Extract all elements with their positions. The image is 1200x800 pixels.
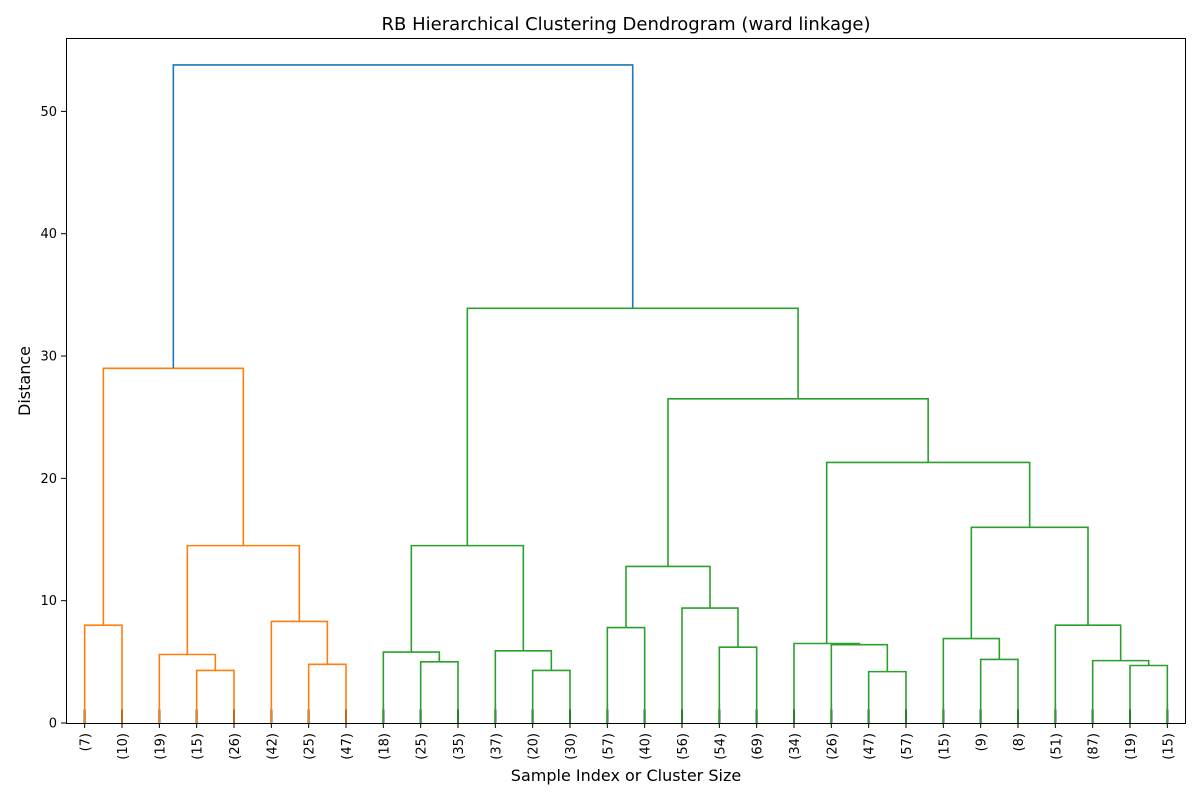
plot-frame xyxy=(66,38,1186,724)
dendrogram-link xyxy=(1091,659,1150,723)
leaf-label: (54) xyxy=(713,733,728,760)
leaf-label: (15) xyxy=(937,733,952,760)
y-tick-label: 30 xyxy=(40,350,57,365)
y-axis: 0 10 20 30 40 50 xyxy=(40,105,66,732)
leaf-label: (37) xyxy=(489,733,504,760)
y-tick-label: 20 xyxy=(40,472,57,487)
leaf-label: (18) xyxy=(377,733,392,760)
dendrogram-link xyxy=(970,526,1089,639)
x-axis-label: Sample Index or Cluster Size xyxy=(511,766,741,785)
leaf-label: (9) xyxy=(975,733,990,751)
dendrogram-link xyxy=(1129,664,1169,723)
dendrogram-link xyxy=(718,646,758,723)
dendrogram-link xyxy=(625,565,711,628)
leaf-label: (57) xyxy=(601,733,616,760)
leaf-label: (40) xyxy=(639,733,654,760)
leaf-label: (35) xyxy=(452,733,467,760)
y-tick-label: 50 xyxy=(40,105,57,120)
leaf-label: (25) xyxy=(303,733,318,760)
dendrogram-link xyxy=(531,669,571,723)
dendrogram-link xyxy=(172,64,634,369)
dendrogram-link xyxy=(793,642,861,723)
dendrogram-link xyxy=(867,670,907,723)
leaf-label: (57) xyxy=(900,733,915,760)
leaf-label: (42) xyxy=(265,733,280,760)
leaf-label: (26) xyxy=(825,733,840,760)
leaf-label: (26) xyxy=(228,733,243,760)
leaf-label: (10) xyxy=(116,733,131,760)
leaf-label: (15) xyxy=(191,733,206,760)
dendrogram-link xyxy=(83,624,123,723)
dendrogram-link xyxy=(186,544,301,655)
leaf-label: (30) xyxy=(564,733,579,760)
leaf-label: (19) xyxy=(153,733,168,760)
leaf-label: (15) xyxy=(1161,733,1176,760)
dendrogram-link xyxy=(1054,624,1122,723)
dendrogram-link xyxy=(307,663,347,723)
leaf-label: (20) xyxy=(527,733,542,760)
y-tick-label: 0 xyxy=(49,717,57,732)
y-tick-label: 40 xyxy=(40,227,57,242)
leaf-label: (47) xyxy=(863,733,878,760)
leaf-label: (87) xyxy=(1087,733,1102,760)
dendrogram-link xyxy=(382,651,441,723)
leaf-label: (7) xyxy=(79,733,94,751)
leaf-label: (69) xyxy=(751,733,766,760)
dendrogram-link xyxy=(979,658,1019,723)
y-axis-label: Distance xyxy=(15,346,34,416)
y-tick-label: 10 xyxy=(40,594,57,609)
leaf-label: (56) xyxy=(676,733,691,760)
leaf-label: (19) xyxy=(1124,733,1139,760)
dendrogram-link xyxy=(825,461,1031,644)
dendrogram-link xyxy=(494,650,553,723)
x-axis: (7) (10) (19) (15) (26) (42) (25) (47) (18) (25) (… xyxy=(79,723,1176,760)
chart-title: RB Hierarchical Clustering Dendrogram (w… xyxy=(382,14,871,35)
dendrogram-link xyxy=(942,637,1001,723)
dendrogram-link xyxy=(466,307,799,546)
dendrogram-link xyxy=(667,398,929,567)
leaf-label: (51) xyxy=(1049,733,1064,760)
leaf-label: (8) xyxy=(1012,733,1027,751)
dendrogram-link xyxy=(102,367,245,626)
plot-area xyxy=(83,64,1169,723)
dendrogram-link xyxy=(606,626,646,723)
dendrogram-link xyxy=(195,669,235,723)
leaf-label: (25) xyxy=(415,733,430,760)
dendrogram-link xyxy=(158,653,217,723)
dendrogram-link xyxy=(681,607,739,723)
dendrogram-link xyxy=(410,544,525,653)
dendrogram-link xyxy=(270,620,329,723)
dendrogram-link xyxy=(419,661,459,723)
dendrogram-link xyxy=(830,643,889,723)
leaf-label: (47) xyxy=(340,733,355,760)
leaf-label: (34) xyxy=(788,733,803,760)
